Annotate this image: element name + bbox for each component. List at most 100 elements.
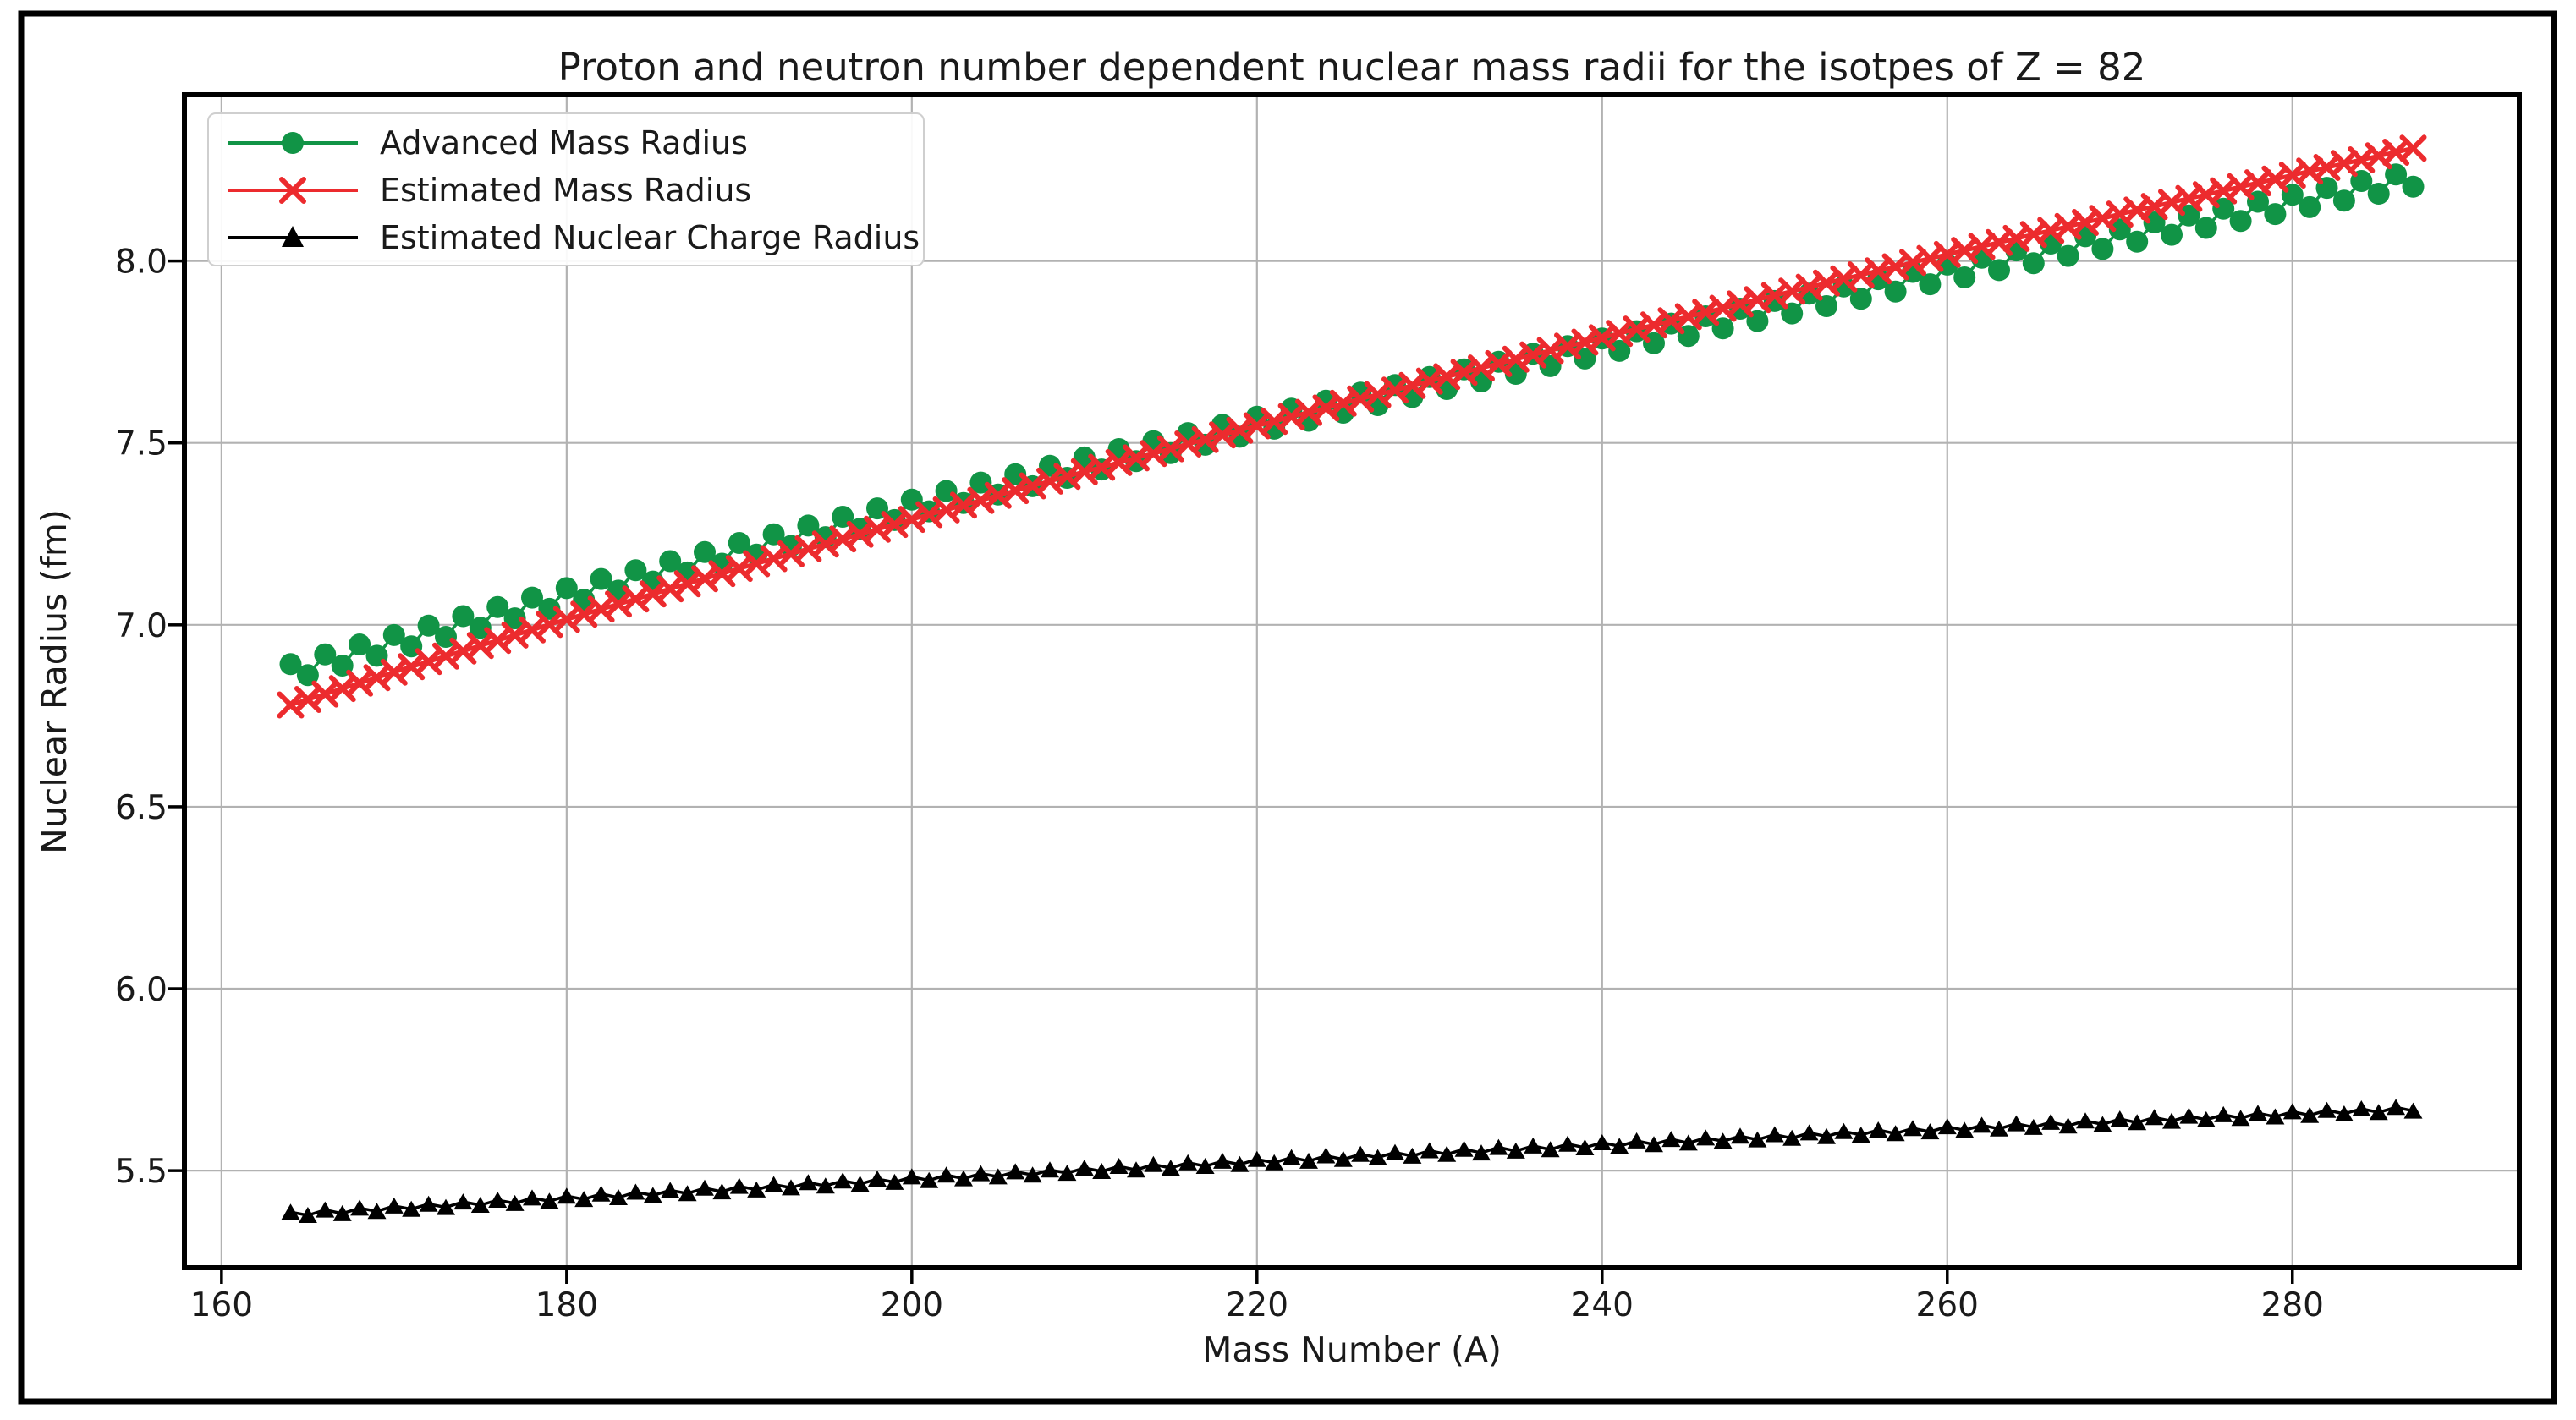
x-marker — [311, 680, 339, 708]
triangle-marker — [2266, 1108, 2285, 1125]
x-tick-label: 280 — [2261, 1286, 2324, 1324]
x-tick-label: 160 — [190, 1286, 253, 1324]
legend: Advanced Mass Radius Estimated Mass Radi… — [207, 112, 925, 266]
x-tick-label: 240 — [1571, 1286, 1634, 1324]
circle-marker — [2108, 218, 2131, 241]
triangle-marker — [2300, 1106, 2320, 1123]
triangle-marker — [2162, 1112, 2181, 1129]
circle-marker — [1608, 339, 1631, 362]
circle-marker — [486, 595, 509, 618]
triangle-marker — [2231, 1110, 2250, 1127]
triangle-marker — [1955, 1121, 1975, 1138]
x-marker — [328, 675, 356, 703]
triangle-marker — [816, 1177, 835, 1194]
triangle-marker — [971, 1165, 991, 1182]
triangle-marker — [1282, 1149, 1301, 1165]
x-marker-icon — [279, 177, 306, 204]
triangle-marker — [574, 1191, 594, 1208]
legend-sample-triangle — [228, 226, 358, 247]
triangle-marker — [557, 1187, 576, 1204]
series-line — [289, 145, 2414, 707]
triangle-marker — [316, 1201, 335, 1218]
triangle-marker — [1713, 1132, 1733, 1149]
x-tick-label: 220 — [1226, 1286, 1288, 1324]
circle-marker — [1988, 259, 2010, 282]
circle-marker — [2332, 189, 2355, 212]
triangle-marker — [367, 1203, 387, 1220]
circle-marker — [2264, 203, 2287, 226]
circle-marker — [314, 643, 337, 666]
y-tick-label: 8.0 — [115, 244, 168, 282]
x-marker — [380, 658, 408, 686]
x-marker — [2399, 134, 2427, 162]
circle-marker — [1849, 288, 1872, 310]
triangle-marker — [1834, 1122, 1854, 1139]
circle-marker — [1004, 463, 1027, 485]
circle-marker — [2143, 211, 2166, 233]
axis-ticks: 160 180 200 220 240 260 280 5.5 6.0 6.5 7.0 7.5 8.0 — [115, 244, 2324, 1324]
triangle-marker — [988, 1168, 1008, 1185]
triangle-marker — [1351, 1145, 1370, 1162]
legend-sample-circle — [228, 132, 358, 154]
triangle-marker — [695, 1179, 714, 1196]
series-estimated-mass-radius — [277, 134, 2427, 719]
x-axis-label: Mass Number (A) — [1202, 1330, 1502, 1370]
circle-marker — [2057, 244, 2079, 267]
triangle-marker — [2334, 1105, 2354, 1121]
circle-marker-icon — [282, 132, 304, 154]
triangle-marker — [954, 1170, 973, 1187]
circle-marker — [1919, 273, 1942, 296]
triangle-marker — [1558, 1135, 1577, 1152]
circle-marker — [1539, 354, 1562, 377]
circle-marker — [1953, 266, 1976, 288]
triangle-marker — [2196, 1110, 2216, 1127]
triangle-marker — [1886, 1125, 1905, 1142]
circle-marker — [1884, 280, 1907, 303]
triangle-marker — [2024, 1118, 2043, 1135]
y-tick-label: 7.5 — [115, 425, 168, 463]
triangle-marker — [1420, 1142, 1439, 1159]
triangle-marker — [1731, 1127, 1749, 1144]
triangle-marker — [920, 1171, 939, 1188]
triangle-marker — [350, 1199, 370, 1216]
series-line — [290, 1105, 2414, 1217]
triangle-marker — [2007, 1115, 2026, 1132]
triangle-marker — [1869, 1121, 1888, 1138]
circle-marker — [555, 577, 578, 600]
circle-marker — [1039, 454, 1061, 477]
triangle-marker — [1213, 1152, 1232, 1169]
x-marker — [277, 691, 305, 719]
x-marker — [346, 669, 374, 697]
circle-marker — [2367, 183, 2390, 205]
triangle-marker — [1817, 1127, 1836, 1144]
circle-marker — [452, 605, 475, 628]
legend-label: Estimated Nuclear Charge Radius — [380, 219, 920, 256]
triangle-marker — [2403, 1102, 2423, 1119]
y-axis-label: Nuclear Radius (fm) — [34, 509, 74, 854]
triangle-marker — [2387, 1099, 2406, 1116]
triangle-marker — [488, 1192, 508, 1208]
triangle-marker — [661, 1182, 680, 1198]
triangle-marker — [2179, 1107, 2199, 1124]
triangle-marker — [1316, 1147, 1336, 1164]
triangle-marker — [1506, 1142, 1525, 1159]
triangle-marker — [1799, 1124, 1819, 1141]
circle-marker — [2126, 230, 2149, 253]
triangle-marker — [2093, 1116, 2112, 1132]
circle-marker — [2299, 195, 2321, 218]
triangle-marker — [2352, 1100, 2371, 1116]
triangle-marker — [332, 1204, 352, 1221]
triangle-marker — [1437, 1145, 1457, 1162]
grid-lines — [184, 95, 2519, 1268]
y-tick-label: 6.5 — [115, 789, 168, 827]
triangle-marker — [1041, 1161, 1059, 1178]
legend-item-estimated-mass-radius: Estimated Mass Radius — [221, 167, 923, 214]
circle-marker — [349, 633, 371, 655]
triangle-marker — [868, 1171, 887, 1187]
triangle-marker — [1006, 1163, 1025, 1180]
triangle-marker — [2076, 1112, 2095, 1129]
circle-marker — [469, 617, 492, 639]
triangle-marker — [1403, 1147, 1422, 1164]
legend-sample-x — [228, 177, 358, 204]
circle-marker — [762, 523, 785, 546]
